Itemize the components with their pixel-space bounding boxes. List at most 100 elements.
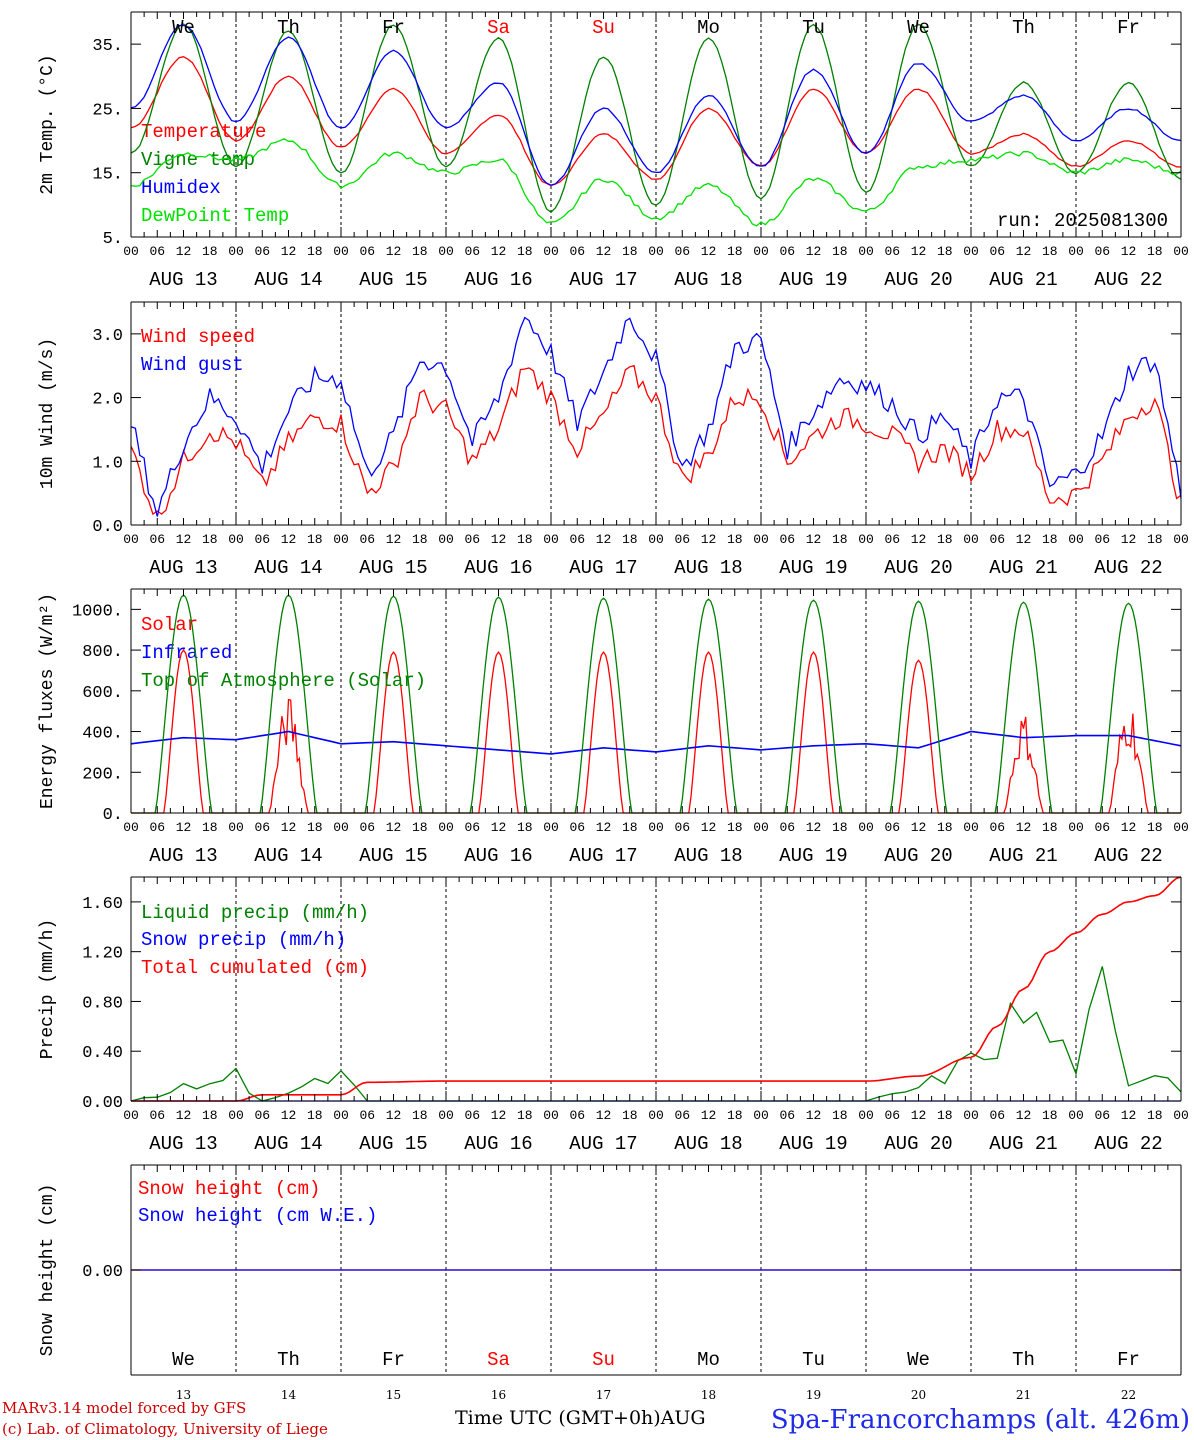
y-axis-label: Energy fluxes (W/m²) <box>38 593 58 809</box>
hour-tick-label: 00 <box>333 1108 349 1123</box>
hour-tick-label: 12 <box>911 1108 927 1123</box>
hour-tick-label: 06 <box>359 532 375 547</box>
hour-tick-label: 06 <box>779 820 795 835</box>
hour-tick-label: 12 <box>1016 532 1032 547</box>
hour-tick-label: 00 <box>753 244 769 259</box>
hour-tick-label: 12 <box>281 820 297 835</box>
hour-tick-label: 12 <box>596 820 612 835</box>
date-label: AUG 22 <box>1094 1133 1162 1155</box>
hour-tick-label: 06 <box>464 244 480 259</box>
legend-wind-speed: Wind speed <box>141 326 255 348</box>
hour-tick-label: 18 <box>727 244 743 259</box>
hour-tick-label: 12 <box>596 1108 612 1123</box>
y-tick-label: 800. <box>82 643 123 662</box>
date-label: AUG 20 <box>884 845 952 867</box>
date-label: AUG 17 <box>569 557 637 579</box>
hour-tick-label: 18 <box>307 820 323 835</box>
date-label: AUG 21 <box>989 557 1057 579</box>
hour-tick-label: 06 <box>989 532 1005 547</box>
hour-tick-label: 12 <box>176 1108 192 1123</box>
day-number-label: 15 <box>386 1388 401 1402</box>
hour-tick-label: 06 <box>779 532 795 547</box>
hour-tick-label: 18 <box>1147 532 1163 547</box>
weekday-label: Fr <box>382 1349 405 1371</box>
hour-tick-label: 18 <box>1042 1108 1058 1123</box>
date-label: AUG 18 <box>674 269 742 291</box>
weekday-label: Su <box>592 1349 615 1371</box>
hour-tick-label: 00 <box>858 1108 874 1123</box>
hour-tick-label: 18 <box>517 820 533 835</box>
hour-tick-label: 18 <box>412 820 428 835</box>
legend-dewpoint-temp: DewPoint Temp <box>141 205 289 227</box>
legend-snow-precip-mm-h-: Snow precip (mm/h) <box>141 929 346 951</box>
hour-tick-label: 12 <box>806 820 822 835</box>
hour-tick-label: 12 <box>1016 820 1032 835</box>
weekday-label: Th <box>277 1349 300 1371</box>
hour-tick-label: 00 <box>438 1108 454 1123</box>
date-label: AUG 15 <box>359 557 427 579</box>
date-label: AUG 16 <box>464 845 532 867</box>
hour-tick-label: 00 <box>1068 532 1084 547</box>
hour-tick-label: 06 <box>359 244 375 259</box>
hour-tick-label: 12 <box>281 244 297 259</box>
hour-tick-label: 12 <box>386 532 402 547</box>
y-axis-label: Snow height (cm) <box>38 1184 58 1357</box>
hour-tick-label: 12 <box>176 820 192 835</box>
hour-tick-label: 18 <box>727 532 743 547</box>
hour-tick-label: 12 <box>806 532 822 547</box>
date-label: AUG 17 <box>569 1133 637 1155</box>
day-number-label: 13 <box>176 1388 191 1402</box>
series-line-humidex <box>130 24 1182 186</box>
hour-tick-label: 12 <box>701 1108 717 1123</box>
date-label: AUG 20 <box>884 557 952 579</box>
hour-tick-label: 18 <box>727 820 743 835</box>
hour-tick-label: 06 <box>464 532 480 547</box>
weekday-label: Fr <box>382 17 405 39</box>
legend-infrared: Infrared <box>141 642 232 664</box>
hour-tick-label: 06 <box>779 244 795 259</box>
hour-tick-label: 00 <box>438 820 454 835</box>
y-tick-label: 1.0 <box>92 454 123 473</box>
hour-tick-label: 06 <box>569 820 585 835</box>
hour-tick-label: 06 <box>149 820 165 835</box>
hour-tick-label: 12 <box>491 532 507 547</box>
date-label: AUG 22 <box>1094 269 1162 291</box>
hour-tick-label: 18 <box>1042 820 1058 835</box>
date-label: AUG 19 <box>779 557 847 579</box>
panel-energy-fluxes: Solar Infrared Top of Atmosphere (Solar) 0.… <box>38 588 1189 867</box>
hour-tick-label: 18 <box>1147 244 1163 259</box>
hour-tick-label: 06 <box>884 532 900 547</box>
date-label: AUG 22 <box>1094 845 1162 867</box>
hour-tick-label: 06 <box>1094 244 1110 259</box>
weekday-label: Fr <box>1117 17 1140 39</box>
hour-tick-label: 18 <box>1042 532 1058 547</box>
hour-tick-label: 18 <box>307 532 323 547</box>
hour-tick-label: 06 <box>464 820 480 835</box>
hour-tick-label: 12 <box>1016 244 1032 259</box>
y-tick-label: 2.0 <box>92 391 123 410</box>
date-label: AUG 19 <box>779 269 847 291</box>
date-label: AUG 13 <box>149 557 217 579</box>
hour-tick-label: 18 <box>202 532 218 547</box>
y-tick-label: 400. <box>82 725 123 744</box>
hour-tick-label: 12 <box>1121 820 1137 835</box>
y-tick-label: 25. <box>92 101 123 120</box>
date-label: AUG 13 <box>149 269 217 291</box>
hour-tick-label: 00 <box>648 244 664 259</box>
day-number-label: 22 <box>1121 1388 1136 1402</box>
hour-tick-label: 00 <box>1068 820 1084 835</box>
weekday-label: Su <box>592 17 615 39</box>
hour-tick-label: 00 <box>648 532 664 547</box>
hour-tick-label: 18 <box>307 244 323 259</box>
hour-tick-label: 18 <box>517 244 533 259</box>
date-label: AUG 21 <box>989 1133 1057 1155</box>
hour-tick-label: 18 <box>202 244 218 259</box>
hour-tick-label: 06 <box>884 820 900 835</box>
date-label: AUG 16 <box>464 557 532 579</box>
station-title: Spa-Francorchamps (alt. 426m) <box>771 1405 1190 1435</box>
legend-solar: Solar <box>141 614 198 636</box>
run-label: run: 2025081300 <box>997 210 1168 232</box>
hour-tick-label: 18 <box>412 1108 428 1123</box>
hour-tick-label: 18 <box>937 820 953 835</box>
hour-tick-label: 18 <box>937 1108 953 1123</box>
